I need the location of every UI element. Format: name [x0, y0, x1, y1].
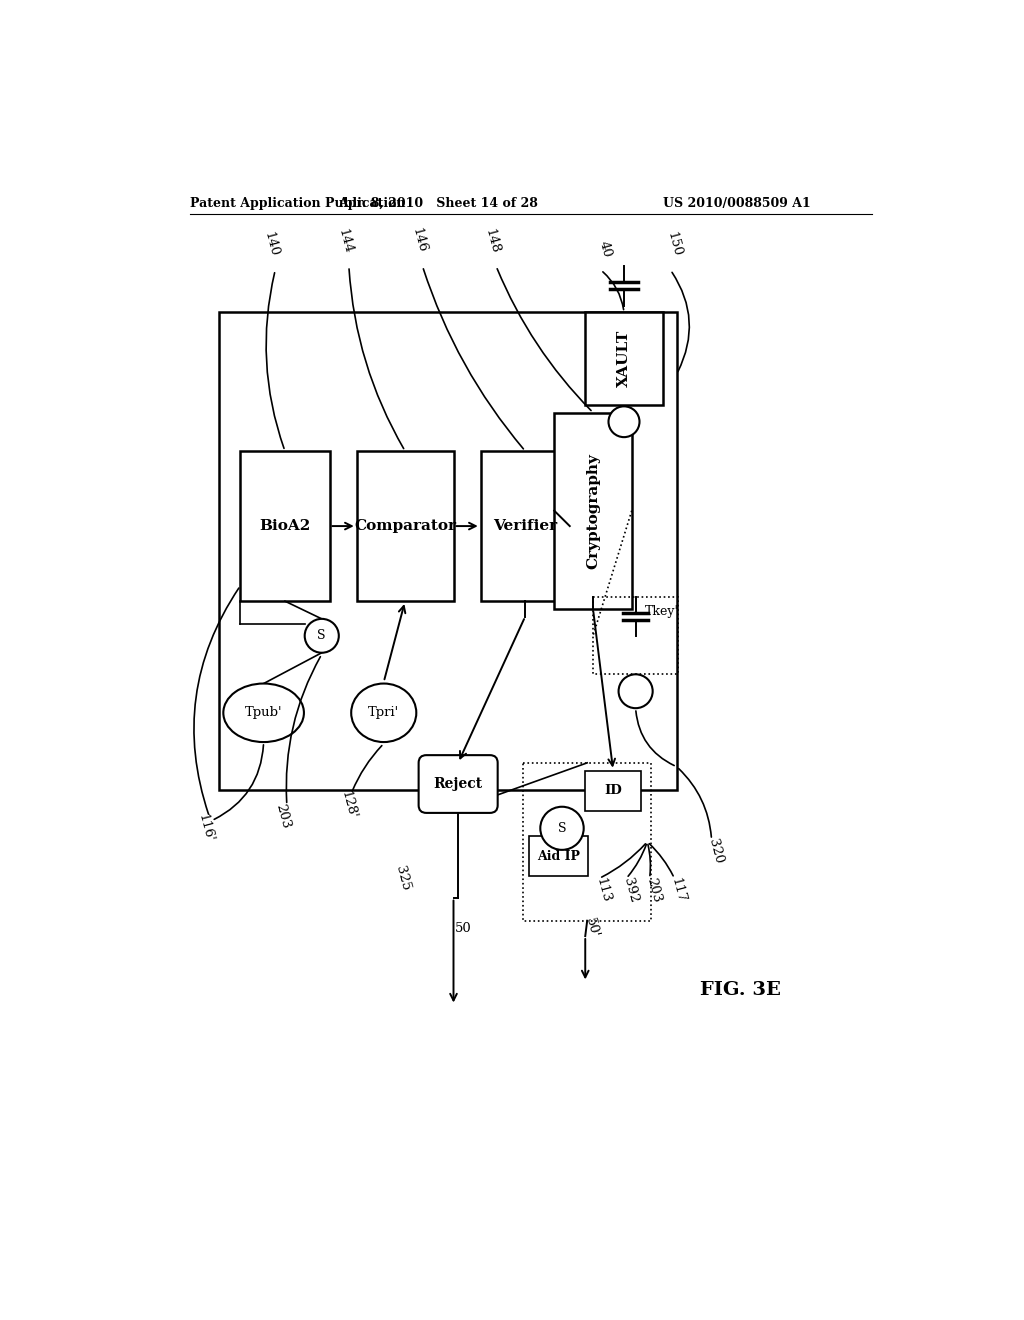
Text: FIG. 3E: FIG. 3E: [699, 981, 780, 999]
Bar: [480, 451, 569, 601]
Circle shape: [541, 807, 584, 850]
Text: S: S: [558, 822, 566, 834]
Text: Patent Application Publication: Patent Application Publication: [190, 197, 406, 210]
Text: 146: 146: [409, 227, 428, 255]
Text: 320: 320: [706, 837, 725, 866]
Text: Apr. 8, 2010   Sheet 14 of 28: Apr. 8, 2010 Sheet 14 of 28: [338, 197, 538, 210]
Text: Tpub': Tpub': [245, 706, 283, 719]
Text: 148: 148: [482, 227, 502, 255]
Text: 150: 150: [665, 231, 684, 259]
Text: 392: 392: [621, 876, 640, 904]
Text: Cryptography: Cryptography: [586, 453, 600, 569]
Text: 203: 203: [273, 803, 293, 830]
Bar: [554, 412, 632, 609]
Circle shape: [618, 675, 652, 708]
Bar: [241, 451, 330, 601]
Circle shape: [305, 619, 339, 653]
Text: S: S: [317, 630, 326, 643]
Text: Tpri': Tpri': [368, 706, 399, 719]
Circle shape: [608, 407, 640, 437]
Text: 203: 203: [644, 876, 663, 904]
Bar: [529, 836, 588, 876]
Text: 325: 325: [393, 865, 413, 892]
Bar: [593, 597, 678, 675]
Text: Tkey': Tkey': [645, 605, 679, 618]
Text: ID: ID: [604, 784, 622, 797]
Bar: [356, 451, 454, 601]
Text: 144: 144: [336, 227, 354, 255]
Text: Reject: Reject: [433, 777, 482, 791]
Text: 140: 140: [262, 231, 281, 259]
Text: BioA2: BioA2: [259, 519, 310, 533]
Text: 50': 50': [583, 917, 600, 940]
Text: Verifier: Verifier: [494, 519, 557, 533]
Text: Aid IP: Aid IP: [537, 850, 580, 862]
Text: 113: 113: [594, 876, 612, 904]
Bar: [586, 313, 663, 405]
Text: 117: 117: [669, 876, 688, 904]
Text: US 2010/0088509 A1: US 2010/0088509 A1: [663, 197, 811, 210]
Text: 50: 50: [455, 921, 471, 935]
Ellipse shape: [351, 684, 417, 742]
Bar: [219, 313, 677, 789]
Text: 116': 116': [196, 813, 215, 843]
Ellipse shape: [223, 684, 304, 742]
Text: 40: 40: [596, 239, 613, 259]
Text: Comparator: Comparator: [354, 519, 456, 533]
FancyBboxPatch shape: [419, 755, 498, 813]
Bar: [586, 771, 641, 810]
Bar: [523, 763, 651, 921]
Text: 128': 128': [339, 789, 358, 821]
Text: XAULT: XAULT: [617, 330, 631, 387]
